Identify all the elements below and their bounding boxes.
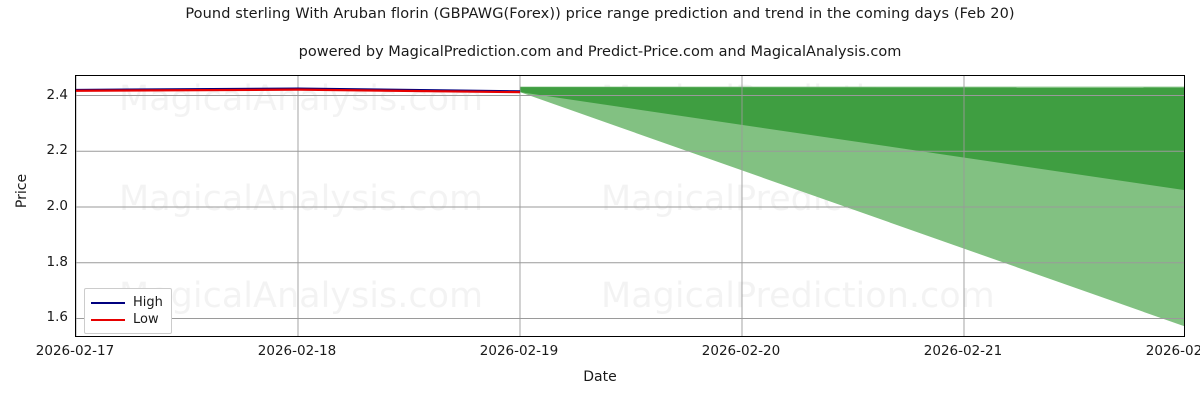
x-tick-label: 2026-02-17	[35, 343, 115, 359]
y-tick-label: 2.4	[46, 86, 68, 103]
y-tick-label: 1.6	[46, 309, 68, 326]
chart-legend: High Low	[84, 288, 172, 334]
legend-item-low[interactable]: Low	[91, 311, 163, 328]
legend-label: High	[133, 295, 163, 310]
legend-swatch-high	[91, 301, 125, 304]
x-tick-label: 2026-02-18	[257, 343, 337, 359]
chart-title: Pound sterling With Aruban florin (GBPAW…	[185, 6, 1015, 22]
x-tick-label: 2026-02-21	[923, 343, 1003, 359]
y-tick-label: 1.8	[46, 253, 68, 270]
plot-area: MagicalAnalysis.comMagicalPrediction.com…	[75, 75, 1185, 337]
legend-item-high[interactable]: High	[91, 294, 163, 311]
y-axis-tick-labels: 1.6 1.8 2.0 2.2 2.4	[0, 0, 68, 400]
series-line-low	[76, 88, 521, 94]
x-tick-label: 2026-02-20	[701, 343, 781, 359]
forecast-band-dark-top	[520, 87, 1184, 190]
x-axis-label: Date	[583, 369, 617, 385]
x-tick-label: 2026-02-19	[479, 343, 559, 359]
legend-swatch-low	[91, 318, 125, 321]
y-tick-label: 2.2	[46, 142, 68, 159]
legend-label: Low	[133, 312, 159, 327]
plot-canvas	[76, 76, 1184, 336]
chart-subtitle: powered by MagicalPrediction.com and Pre…	[298, 44, 902, 60]
y-tick-label: 2.0	[46, 198, 68, 214]
x-tick-label: 2026-02-22	[1145, 343, 1200, 359]
